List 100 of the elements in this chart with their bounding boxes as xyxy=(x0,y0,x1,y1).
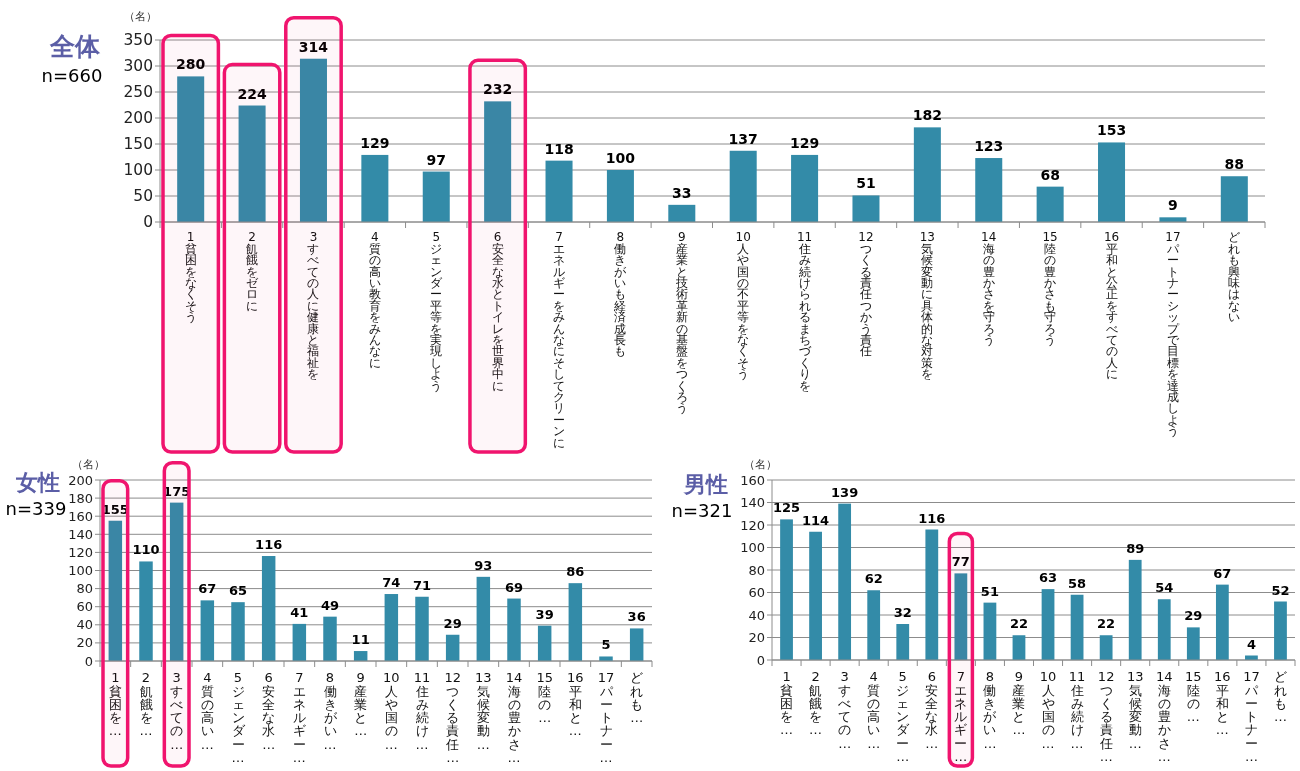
y-tick-label: 60 xyxy=(76,599,93,615)
y-tick-label: 60 xyxy=(748,585,765,601)
data-label: 125 xyxy=(772,500,801,516)
bar xyxy=(537,625,552,661)
data-label: 54 xyxy=(1155,580,1174,596)
y-tick-label: 140 xyxy=(68,526,93,542)
bar xyxy=(323,616,337,661)
x-tick-label: 14海の豊かさ… xyxy=(1155,669,1173,764)
category-label: 3すべての人に健康と福祉を xyxy=(307,230,320,382)
data-label: 41 xyxy=(290,604,309,620)
data-label: 9 xyxy=(1168,197,1178,214)
x-tick-label: 7エネルギー… xyxy=(292,670,306,765)
bar xyxy=(415,596,429,661)
data-label: 63 xyxy=(1038,570,1058,586)
x-tick-label: 17パートナー… xyxy=(597,670,615,765)
bar xyxy=(975,158,1003,222)
y-tick-label: 350 xyxy=(123,31,153,50)
data-label: 29 xyxy=(1184,608,1203,624)
x-tick-label: 10人や国の… xyxy=(1039,669,1057,751)
x-tick-label: 1貧困をなくそう xyxy=(184,230,197,325)
bar xyxy=(1128,559,1142,660)
bar xyxy=(361,154,389,222)
x-tick-label: 4質の高い… xyxy=(867,669,881,751)
data-label: 51 xyxy=(980,583,999,599)
y-tick-label: 20 xyxy=(748,630,765,646)
bar xyxy=(177,76,205,222)
bar xyxy=(1012,635,1026,660)
data-label: 74 xyxy=(382,575,401,591)
data-label: 97 xyxy=(426,151,446,168)
bar xyxy=(809,531,822,660)
data-label: 314 xyxy=(298,38,329,55)
x-tick-label: 5ジェンダー… xyxy=(896,669,911,764)
bar xyxy=(139,561,153,661)
x-tick-label: 2飢餓をゼロに xyxy=(246,230,260,313)
bar xyxy=(231,602,245,661)
bar xyxy=(1215,584,1229,660)
x-tick-label: 15陸の… xyxy=(536,670,553,726)
chart-title: 男性 xyxy=(683,472,728,497)
data-label: 65 xyxy=(228,583,248,599)
x-tick-label: 1貧困を… xyxy=(780,669,794,738)
x-tick-label: 15陸の… xyxy=(1185,669,1202,725)
bar xyxy=(484,101,512,222)
data-label: 88 xyxy=(1224,156,1245,173)
data-label: 52 xyxy=(1271,582,1290,598)
bar xyxy=(545,160,573,222)
text: n=660 xyxy=(41,65,103,86)
data-label: 68 xyxy=(1040,166,1060,183)
x-tick-label: 6安全な水… xyxy=(925,669,939,751)
bar xyxy=(599,656,613,661)
category-label: 9産業と技術革新の基盤をつくろう xyxy=(675,230,688,416)
x-tick-label: 17パートナー… xyxy=(1243,669,1260,764)
data-label: 224 xyxy=(237,85,267,102)
bar xyxy=(729,150,757,222)
y-tick-label: 200 xyxy=(123,109,153,128)
category-label: 14海の豊かさを守ろう xyxy=(981,230,997,347)
data-label: 182 xyxy=(912,107,942,124)
bar xyxy=(1220,176,1248,222)
x-tick-label: どれも… xyxy=(1273,669,1287,725)
bar xyxy=(780,519,793,660)
y-tick-label: 0 xyxy=(143,213,153,232)
x-tick-label: 9産業と… xyxy=(354,670,368,739)
y-axis-title: （名） xyxy=(71,458,105,471)
bar xyxy=(791,154,819,222)
data-label: 137 xyxy=(728,130,758,147)
y-axis-title: （名） xyxy=(123,10,157,23)
y-tick-label: 100 xyxy=(68,563,93,579)
category-label: 10人や国の不平等をなくそう xyxy=(735,230,751,382)
data-label: 116 xyxy=(255,537,283,553)
y-tick-label: 40 xyxy=(76,617,93,633)
bar xyxy=(507,598,521,661)
y-tick-label: 250 xyxy=(123,83,153,102)
category-label: 17パートナーシップで目標を達成しよう xyxy=(1165,230,1181,439)
category-label: 6安全な水とトイレを世界中に xyxy=(491,230,504,393)
data-label: 139 xyxy=(831,484,859,500)
data-label: 123 xyxy=(974,138,1004,155)
y-tick-label: 300 xyxy=(123,57,153,76)
y-tick-label: 0 xyxy=(84,653,93,669)
x-tick-label: 8働きがい… xyxy=(983,669,998,751)
x-tick-label: 11住み続け… xyxy=(1068,669,1086,751)
x-tick-label: 2飢餓を… xyxy=(139,670,153,739)
data-label: 110 xyxy=(132,542,160,558)
x-tick-label: 13気候変動… xyxy=(1126,669,1144,751)
data-label: 280 xyxy=(176,56,206,73)
x-tick-label: どれも… xyxy=(630,670,644,726)
y-tick-label: 20 xyxy=(76,635,93,651)
bar xyxy=(292,623,307,661)
x-tick-label: 13気候変動… xyxy=(475,670,492,752)
x-tick-label: どれも興味はない xyxy=(1228,230,1241,325)
y-tick-label: 150 xyxy=(123,135,153,154)
data-label: 58 xyxy=(1068,575,1087,591)
y-tick-label: 40 xyxy=(748,607,765,623)
text: n=321 xyxy=(671,500,733,521)
data-label: 100 xyxy=(605,150,636,166)
x-tick-label: 14海の豊かさ… xyxy=(505,670,523,765)
x-tick-label: 16平和と… xyxy=(1214,669,1231,738)
data-label: 49 xyxy=(320,597,340,613)
bar xyxy=(200,600,215,661)
x-tick-label: 9産業と… xyxy=(1012,669,1026,738)
y-tick-label: 160 xyxy=(68,508,93,524)
y-tick-label: 100 xyxy=(123,161,153,180)
